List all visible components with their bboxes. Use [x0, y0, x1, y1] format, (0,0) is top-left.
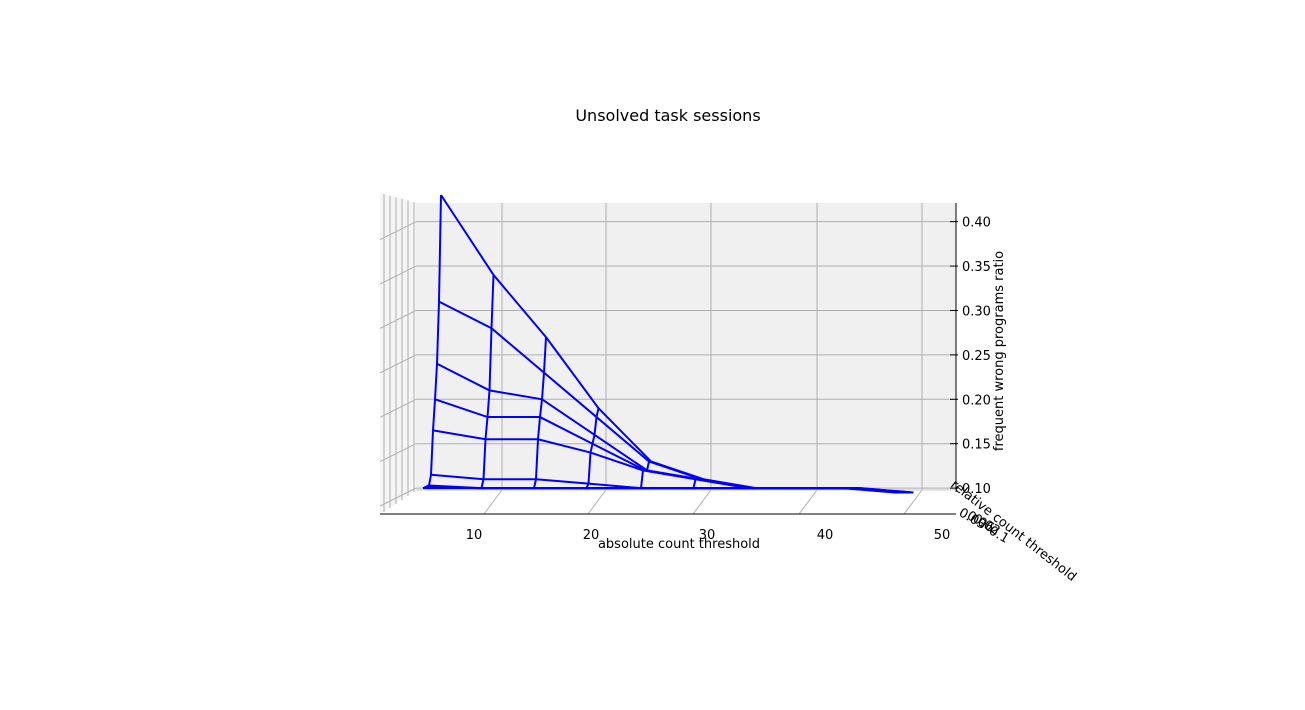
grid-floor-line — [484, 490, 502, 514]
grid-floor-line — [693, 490, 711, 514]
x-tick-label: 40 — [817, 528, 834, 543]
z-tick-label: 0.40 — [962, 216, 991, 231]
z-tick-label: 0.20 — [962, 393, 991, 408]
z-tick-label: 0.25 — [962, 349, 991, 364]
z-tick-label: 0.30 — [962, 304, 991, 319]
grid-floor-line — [904, 490, 922, 514]
x-tick-label: 20 — [583, 528, 600, 543]
z-axis-label: frequent wrong programs ratio — [992, 251, 1007, 451]
y-axis-label: relative count threshold — [948, 477, 1080, 584]
back-pane-fill — [416, 203, 956, 490]
side-pane-fill — [380, 193, 416, 514]
x-tick-label: 50 — [934, 528, 951, 543]
x-tick-label: 10 — [466, 528, 483, 543]
grid-floor-line — [588, 490, 606, 514]
grid-floor-line — [799, 490, 817, 514]
back-pane — [380, 193, 956, 514]
chart-title: Unsolved task sessions — [575, 106, 760, 125]
z-tick-label: 0.35 — [962, 260, 991, 275]
z-tick-label: 0.15 — [962, 438, 991, 453]
x-axis-label: absolute count threshold — [598, 537, 760, 552]
